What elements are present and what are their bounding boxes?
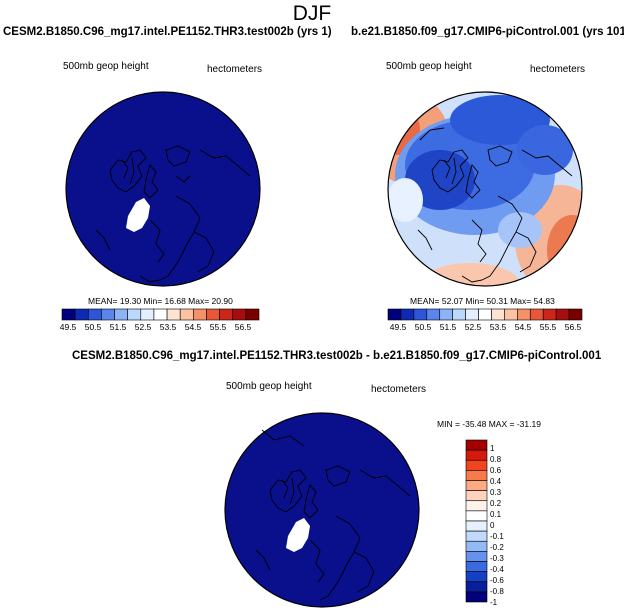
panel2-colorbar-swatch [568, 308, 583, 321]
panel3-colorbar-swatch [465, 540, 488, 552]
panel3-colorbar-swatch [465, 459, 488, 471]
panel2-coastlines [417, 127, 573, 283]
panel2-colorbar-tick: 53.5 [489, 322, 507, 332]
panel3-colorbar-tick: 0.2 [490, 499, 502, 508]
panel3-land-mask [286, 518, 310, 552]
panel1-colorbar-swatch [245, 308, 260, 321]
panel3-colorbar-tick: -0.1 [490, 532, 504, 541]
panel3-colorbar-tick: -0.6 [490, 576, 504, 585]
panel3-variable: 500mb geop height [226, 381, 312, 392]
panel3-colorbar-tick: 0.6 [490, 466, 502, 475]
panel3-colorbar-tick: -1 [490, 598, 498, 607]
panel1-title: CESM2.B1850.C96_mg17.intel.PE1152.THR3.t… [3, 26, 332, 38]
panel1-colorbar-tick: 54.5 [184, 322, 202, 332]
panel1-colorbar-tick: 50.5 [84, 322, 102, 332]
panel1-colorbar-tick: 51.5 [109, 322, 127, 332]
panel3-colorbar-tick: -0.8 [490, 587, 504, 596]
panel2-variable: 500mb geop height [386, 61, 472, 72]
panel3-colorbar-tick: 0 [490, 521, 495, 530]
panel3-colorbar-tick: -0.2 [490, 543, 504, 552]
panel3-colorbar-swatch [465, 449, 488, 461]
panel2-colorbar-tick: 51.5 [439, 322, 457, 332]
panel3-colorbar-tick: 0.8 [490, 455, 502, 464]
panel3-colorbar-swatch [465, 500, 488, 512]
panel1-coastlines [95, 145, 251, 283]
panel3-stats: MIN = -35.48 MAX = -31.19 [437, 419, 541, 429]
panel1-colorbar-tick: 52.5 [134, 322, 152, 332]
panel3-colorbar-tick: 0.4 [490, 477, 502, 486]
panel3-colorbar-swatch [465, 551, 488, 562]
panel1-land-mask [126, 198, 150, 232]
panel3-title: CESM2.B1850.C96_mg17.intel.PE1152.THR3.t… [72, 350, 602, 362]
panel3-map-disc [224, 412, 420, 608]
panel3-colorbar-tick: 0.3 [490, 488, 502, 497]
panel2-colorbar-tick: 54.5 [514, 322, 532, 332]
panel1-colorbar-tick: 49.5 [59, 322, 77, 332]
panel3-coastlines [255, 429, 411, 601]
panel2-colorbar-tick: 49.5 [389, 322, 407, 332]
panel3-colorbar-tick: 0.1 [490, 510, 502, 519]
panel3-colorbar-swatch [465, 470, 488, 481]
panel2-units: hectometers [530, 64, 586, 75]
main-title: DJF [292, 2, 332, 25]
panel3-colorbar-tick: -0.4 [490, 565, 504, 574]
panel3-colorbar-tick: 1 [490, 444, 495, 453]
panel1-units: hectometers [207, 64, 263, 75]
panel1-colorbar-tick: 55.5 [209, 322, 227, 332]
panel3-colorbar-swatch [465, 520, 488, 532]
panel3-colorbar-swatch [465, 591, 488, 603]
panel1-map-disc [65, 91, 261, 287]
panel3-units: hectometers [371, 384, 427, 395]
panel2-colorbar-tick: 50.5 [414, 322, 432, 332]
panel3-colorbar-swatch [465, 510, 488, 522]
panel2-stats: MEAN= 52.07 Min= 50.31 Max= 54.83 [410, 296, 555, 306]
panel3-colorbar-swatch [465, 490, 488, 502]
panel2-title: b.e21.B1850.f09_g17.CMIP6-piControl.001 … [351, 26, 624, 38]
panel3-colorbar-swatch [465, 480, 488, 491]
panel3-colorbar-swatch [465, 439, 488, 451]
panel3-colorbar-swatch [465, 581, 488, 593]
panel1-stats: MEAN= 19.30 Min= 16.68 Max= 20.90 [88, 296, 233, 306]
panel2-colorbar-tick: 52.5 [464, 322, 482, 332]
panel2-colorbar-tick: 55.5 [539, 322, 557, 332]
panel3-colorbar-swatch [465, 571, 488, 583]
panel1-variable: 500mb geop height [63, 61, 149, 72]
panel1-colorbar-tick: 56.5 [234, 322, 252, 332]
panel3-colorbar-tick: -0.3 [490, 554, 504, 563]
panel3-colorbar-swatch [465, 530, 488, 542]
panel2-colorbar-tick: 56.5 [564, 322, 582, 332]
panel3-colorbar-swatch [465, 561, 488, 572]
panel1-colorbar-tick: 53.5 [159, 322, 177, 332]
